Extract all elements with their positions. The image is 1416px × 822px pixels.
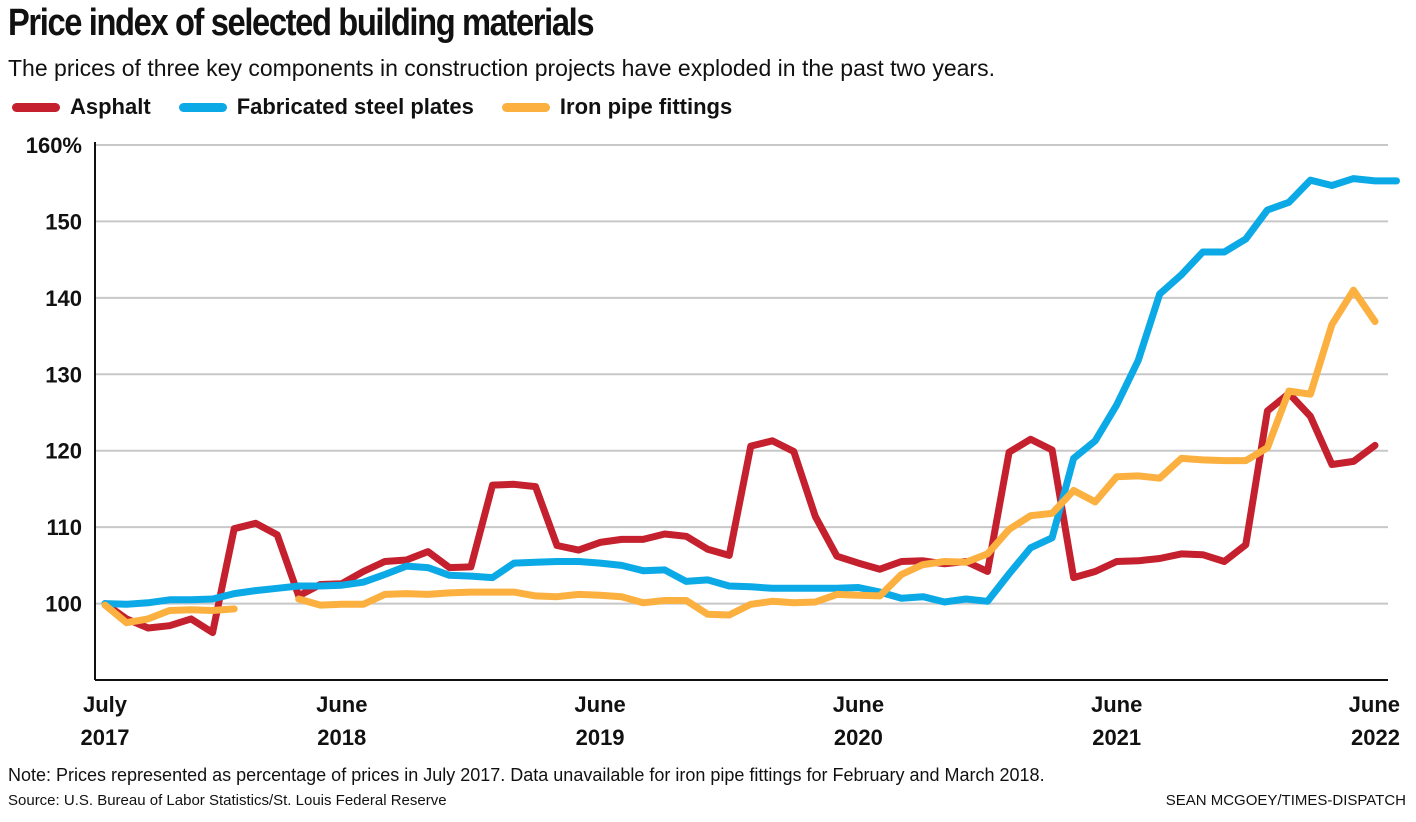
x-tick-year-0: 2017 — [81, 725, 130, 750]
x-tick-year-4: 2021 — [1092, 725, 1141, 750]
legend-item-iron: Iron pipe fittings — [501, 94, 733, 120]
legend: Asphalt Fabricated steel plates Iron pip… — [12, 94, 760, 120]
x-tick-month-4: June — [1091, 692, 1142, 717]
y-tick-label-110: 110 — [47, 515, 83, 540]
legend-label-iron: Iron pipe fittings — [559, 94, 733, 119]
chart-subtitle: The prices of three key components in co… — [8, 55, 995, 81]
legend-swatch-steel — [178, 102, 227, 112]
y-tick-label-100: 100 — [45, 592, 82, 617]
x-tick-month-1: June — [316, 692, 367, 717]
legend-item-steel: Fabricated steel plates — [178, 94, 474, 120]
series-line-iron — [101, 286, 1379, 627]
legend-swatch-iron — [501, 102, 550, 112]
y-tick-label-120: 120 — [45, 439, 82, 464]
legend-swatch-asphalt — [12, 102, 60, 112]
series-line-asphalt — [101, 389, 1379, 637]
x-tick-month-3: June — [833, 692, 884, 717]
x-tick-month-0: July — [83, 692, 128, 717]
y-tick-label-140: 140 — [45, 286, 82, 311]
x-tick-year-1: 2018 — [317, 725, 366, 750]
x-tick-year-5: 2022 — [1351, 725, 1400, 750]
chart-title: Price index of selected building materia… — [8, 2, 594, 44]
x-tick-month-5: June — [1349, 692, 1400, 717]
x-tick-year-2: 2019 — [576, 725, 625, 750]
y-tick-label-160: 160% — [26, 133, 82, 158]
x-tick-month-2: June — [574, 692, 625, 717]
y-tick-label-150: 150 — [45, 209, 82, 234]
y-tick-label-130: 130 — [45, 362, 82, 387]
series-line-steel — [101, 175, 1400, 608]
chart-note: Note: Prices represented as percentage o… — [8, 765, 1045, 785]
x-tick-year-3: 2020 — [834, 725, 883, 750]
chart-source: Source: U.S. Bureau of Labor Statistics/… — [8, 792, 447, 809]
legend-label-steel: Fabricated steel plates — [236, 94, 474, 119]
legend-label-asphalt: Asphalt — [70, 94, 151, 119]
legend-item-asphalt: Asphalt — [12, 94, 151, 120]
chart-credit: SEAN MCGOEY/TIMES-DISPATCH — [1165, 792, 1406, 809]
